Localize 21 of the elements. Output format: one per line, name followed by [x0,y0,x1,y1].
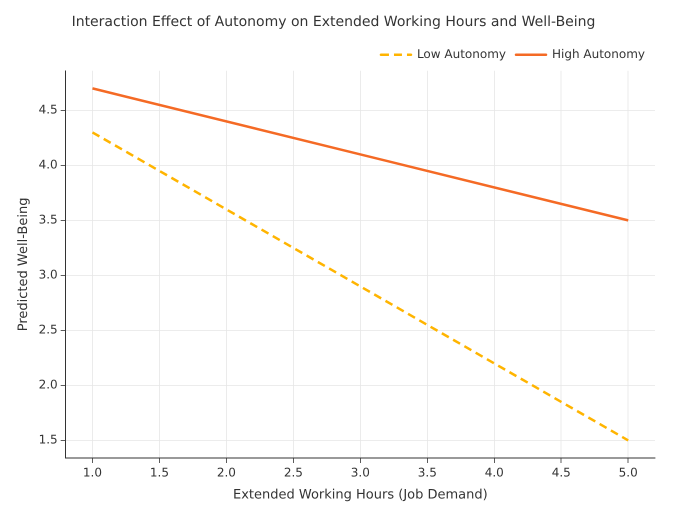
y-tick-label: 3.0 [38,268,58,282]
y-tick-label: 2.5 [38,322,58,337]
y-tick-label: 3.5 [38,212,58,227]
x-tick-label: 2.5 [284,465,303,480]
x-tick-label: 1.0 [82,465,102,480]
y-tick-label: 4.5 [38,102,58,117]
x-tick-label: 1.5 [150,465,169,480]
x-tick-label: 3.5 [418,465,437,480]
x-tick-label: 2.0 [216,465,236,480]
chart-title: Interaction Effect of Autonomy on Extended Working Hours and Well-Being [72,14,596,30]
x-axis-title: Extended Working Hours (Job Demand) [232,488,488,503]
y-axis-title: Predicted Well-Being [16,198,32,332]
x-tick-label: 4.5 [552,465,571,480]
legend-label: Low Autonomy [416,46,506,61]
legend-label: High Autonomy [552,46,646,61]
x-tick-label: 4.0 [484,465,504,480]
y-tick-label: 1.5 [38,432,58,447]
x-tick-label: 5.0 [618,465,638,480]
y-tick-label: 2.0 [38,378,58,392]
x-tick-label: 3.0 [350,465,370,480]
y-tick-label: 4.0 [38,158,58,172]
